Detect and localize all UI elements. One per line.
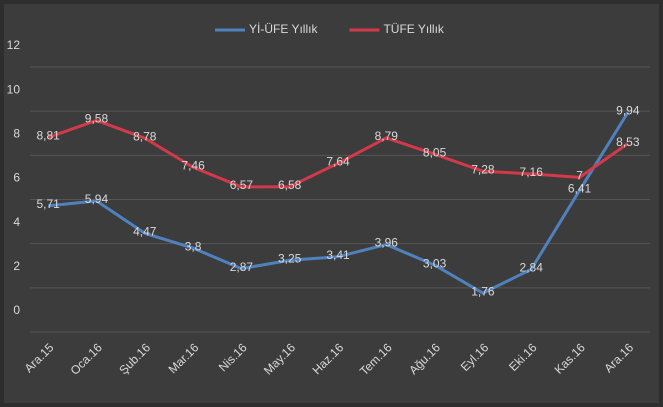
- y-tick-label: 8: [13, 127, 20, 141]
- y-tick-label: 2: [13, 259, 20, 273]
- data-label: 3,8: [185, 239, 202, 253]
- data-label: 5,94: [85, 192, 109, 206]
- data-label: 3,41: [326, 248, 350, 262]
- data-label: 8,05: [423, 145, 447, 159]
- data-label: 7,16: [520, 165, 544, 179]
- data-label: 7,64: [326, 154, 350, 168]
- data-label: 7,46: [181, 158, 205, 172]
- data-label: 2,84: [520, 260, 544, 274]
- legend-label: Yİ-ÜFE Yıllık: [249, 22, 318, 36]
- data-label: 3,25: [278, 251, 302, 265]
- data-label: 5,71: [36, 197, 60, 211]
- data-label: 9,58: [85, 112, 109, 126]
- series-line: [47, 111, 630, 295]
- data-label: 2,87: [230, 260, 254, 274]
- data-label: 1,76: [471, 284, 495, 298]
- data-label: 7,28: [471, 162, 495, 176]
- chart-background: [4, 4, 659, 403]
- y-tick-label: 10: [7, 82, 21, 96]
- data-label: 9,94: [616, 104, 640, 118]
- data-label: 8,53: [616, 135, 640, 149]
- y-tick-label: 6: [13, 171, 20, 185]
- data-label: 6,41: [568, 182, 592, 196]
- data-label: 6,58: [278, 178, 302, 192]
- data-label: 3,96: [375, 236, 399, 250]
- data-label: 8,78: [133, 129, 157, 143]
- data-label: 6,57: [230, 178, 254, 192]
- data-label: 8,79: [375, 129, 399, 143]
- data-label: 3,03: [423, 256, 447, 270]
- legend-label: TÜFE Yıllık: [383, 22, 444, 36]
- data-label: 4,47: [133, 224, 157, 238]
- y-tick-label: 0: [13, 303, 20, 317]
- data-label: 7: [576, 169, 583, 183]
- y-tick-label: 4: [13, 215, 20, 229]
- series-line: [47, 118, 629, 189]
- data-label: 8,81: [36, 129, 60, 143]
- y-tick-label: 12: [7, 38, 21, 52]
